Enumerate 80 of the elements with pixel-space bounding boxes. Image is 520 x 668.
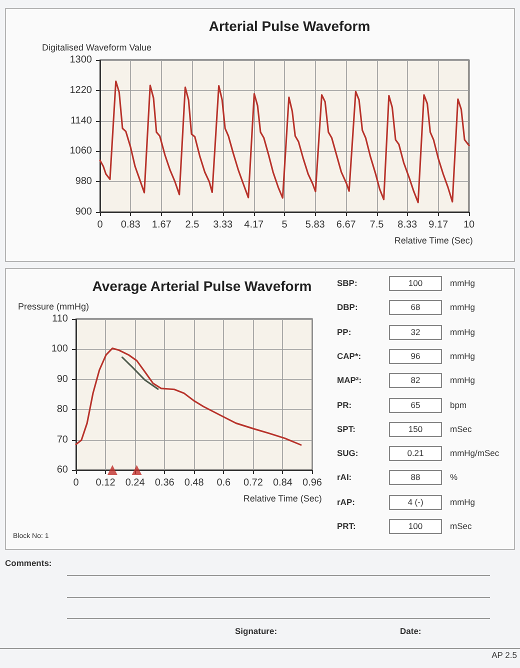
text: % — [450, 472, 458, 482]
text: DBP: — [337, 302, 358, 312]
x-tick-label: 0 — [97, 220, 104, 230]
x-tick-label: 0.48 — [184, 478, 204, 488]
x-tick-label: 0.12 — [96, 478, 116, 488]
line-series — [75, 347, 302, 446]
x-tick-label: 4.17 — [244, 220, 264, 230]
chart-title: Average Arterial Pulse Waveform — [92, 278, 312, 294]
y-tick-label: 900 — [75, 206, 92, 218]
y-tick-label: 60 — [56, 464, 68, 476]
x-tick-label: 2.5 — [185, 220, 200, 230]
text: PR: — [337, 400, 352, 410]
text: mmHg — [450, 302, 476, 312]
text: Comments: — [5, 558, 52, 568]
x-tick-label: 5.83 — [305, 220, 326, 230]
text: mSec — [450, 521, 472, 531]
x-tick-label: 6.67 — [336, 220, 356, 230]
x-tick-label: 5 — [282, 220, 288, 230]
text: mmHg — [450, 496, 476, 507]
line-series — [99, 80, 470, 204]
value-field: 150 — [389, 422, 442, 437]
x-tick-label: 9.17 — [428, 220, 449, 230]
text: CAP*: — [337, 350, 362, 361]
text: mmHg — [450, 375, 476, 386]
y-tick-label: 70 — [56, 434, 68, 446]
x-tick-label: 0.96 — [302, 478, 322, 488]
text: PRT: — [337, 521, 356, 531]
y-tick-label: 1060 — [70, 146, 92, 157]
text: SUG: — [337, 448, 358, 458]
x-axis-title: Relative Time (Sec) — [243, 494, 322, 504]
line-series — [121, 356, 159, 390]
y-tick-label: 80 — [56, 404, 68, 416]
x-tick-label: 0.6 — [216, 478, 232, 488]
x-axis-title: Relative Time (Sec) — [394, 236, 473, 246]
text: mmHg — [450, 278, 476, 288]
y-tick-label: 1140 — [70, 115, 92, 126]
text: SBP: — [337, 278, 358, 288]
value-field: 82 — [389, 373, 442, 388]
x-tick-label: 0.84 — [273, 478, 293, 488]
text: Date: — [400, 626, 422, 636]
x-tick-label: 10 — [463, 220, 475, 230]
y-tick-label: 1220 — [70, 84, 92, 96]
chart-title: Arterial Pulse Waveform — [208, 18, 370, 34]
value-field: 68 — [389, 300, 442, 316]
text: Signature: — [235, 626, 278, 636]
text: PP: — [337, 326, 352, 337]
y-tick-label: 1300 — [70, 54, 92, 66]
text: mSec — [450, 424, 472, 434]
y-tick-label: 980 — [75, 176, 92, 188]
value-field: 88 — [389, 470, 442, 486]
x-tick-label: 7.5 — [370, 220, 384, 230]
value-field: 96 — [389, 348, 442, 364]
text: mmHg — [450, 350, 476, 361]
value-field: 65 — [389, 398, 442, 412]
value-field: 100 — [389, 276, 442, 291]
text: mmHg/mSec — [450, 448, 500, 458]
value-field: 0.21 — [389, 446, 442, 462]
text: rAI: — [337, 472, 352, 482]
y-tick-label: 110 — [52, 314, 68, 324]
text: MAP²: — [337, 375, 362, 386]
y-tick-label: 90 — [56, 374, 68, 385]
value-field: 4 (-) — [389, 494, 442, 510]
y-axis-title: Digitalised Waveform Value — [42, 42, 152, 52]
x-tick-label: 8.33 — [398, 220, 418, 230]
text: mmHg — [450, 326, 476, 337]
y-axis-title: Pressure (mmHg) — [18, 302, 90, 312]
value-field: 100 — [389, 519, 442, 534]
value-field: 32 — [389, 324, 442, 340]
x-tick-label: 0.24 — [125, 478, 146, 488]
x-tick-label: 0.36 — [154, 478, 175, 488]
text: SPT: — [337, 424, 356, 434]
x-tick-label: 1.67 — [152, 220, 172, 230]
x-tick-label: 0.72 — [243, 478, 264, 488]
x-tick-label: 0.83 — [120, 220, 141, 230]
x-tick-label: 0 — [73, 478, 80, 488]
text: bpm — [450, 400, 467, 410]
y-tick-label: 100 — [51, 344, 68, 355]
x-tick-label: 3.33 — [213, 220, 234, 230]
text: AP 2.5 — [492, 650, 517, 660]
text: rAP: — [337, 496, 355, 507]
